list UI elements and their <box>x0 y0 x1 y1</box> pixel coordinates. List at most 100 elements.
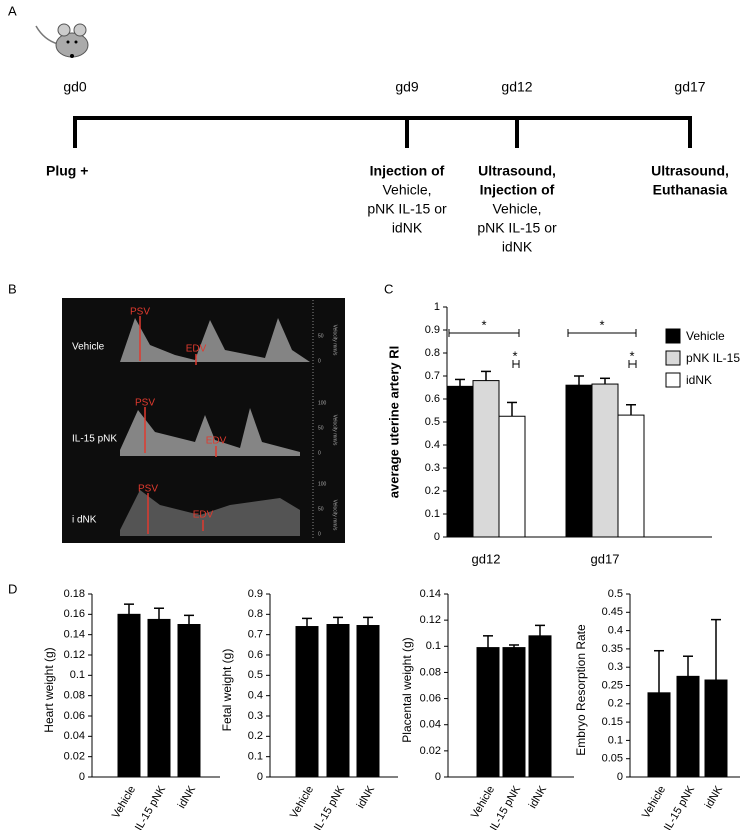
bar <box>704 679 728 778</box>
velocity-tick: 100 <box>318 481 327 487</box>
panel-label: D <box>8 581 17 596</box>
bar <box>676 675 700 778</box>
bar <box>647 692 671 778</box>
bar <box>498 415 526 538</box>
velocity-unit: Velocity mm/s <box>332 415 338 446</box>
psv-label: PSV <box>130 307 150 318</box>
y-tick-label: 0.6 <box>425 393 440 405</box>
y-tick-label: 0.1 <box>425 508 440 520</box>
y-tick-label: 0.02 <box>420 745 441 757</box>
velocity-tick: 0 <box>318 358 321 364</box>
velocity-unit: Velocity mm/s <box>332 325 338 356</box>
y-tick-label: 0.4 <box>425 439 440 451</box>
legend-label: Vehicle <box>686 329 725 343</box>
significance-label: * <box>629 348 634 363</box>
y-tick-label: 0.3 <box>608 661 623 673</box>
significance-label: * <box>512 348 517 363</box>
bar <box>295 626 319 778</box>
y-tick-label: 0.06 <box>64 710 85 722</box>
panel-label: C <box>384 281 393 296</box>
row-label: Vehicle <box>72 342 105 353</box>
bar <box>476 647 500 778</box>
legend-label: pNK IL-15 <box>686 351 740 365</box>
bar <box>502 647 526 778</box>
y-tick-label: 0.08 <box>64 690 85 702</box>
significance-label: * <box>599 317 604 332</box>
y-tick-label: 1 <box>434 301 440 313</box>
y-tick-label: 0.12 <box>64 649 85 661</box>
psv-label: PSV <box>138 484 158 495</box>
y-tick-label: 0.18 <box>64 588 85 600</box>
y-tick-label: 0.25 <box>602 679 623 691</box>
edv-label: EDV <box>193 510 214 521</box>
y-tick-label: 0.02 <box>64 751 85 763</box>
timeline-label: gd9 <box>395 79 419 95</box>
timeline-label: gd12 <box>501 79 532 95</box>
timeline-note: Vehicle, <box>382 182 431 198</box>
x-tick-label: Vehicle <box>640 784 668 821</box>
y-tick-label: 0.1 <box>608 734 623 746</box>
y-tick-label: 0.9 <box>425 324 440 336</box>
y-tick-label: 0.1 <box>426 640 441 652</box>
bar <box>528 635 552 778</box>
y-tick-label: 0.1 <box>248 751 263 763</box>
y-tick-label: 0.15 <box>602 716 623 728</box>
y-axis-title: Heart weight (g) <box>42 647 56 732</box>
velocity-tick: 0 <box>318 531 321 537</box>
y-axis-title: Fetal weight (g) <box>220 649 234 732</box>
timeline-note: pNK IL-15 or <box>477 220 557 236</box>
x-tick-label: idNK <box>703 783 726 810</box>
doppler-waveforms <box>120 318 310 536</box>
bar <box>446 385 474 538</box>
y-tick-label: 0.8 <box>425 347 440 359</box>
y-tick-label: 0.7 <box>425 370 440 382</box>
bar <box>356 625 380 778</box>
timeline-note: Ultrasound, <box>651 163 729 179</box>
x-tick-label: idNK <box>355 783 378 810</box>
timeline-note: Injection of <box>370 163 445 179</box>
bar <box>117 613 141 778</box>
y-tick-label: 0.08 <box>420 666 441 678</box>
y-tick-label: 0.4 <box>248 690 263 702</box>
timeline-label: gd0 <box>63 79 87 95</box>
x-tick-label: Vehicle <box>469 784 497 821</box>
row-label: i dNK <box>72 515 97 526</box>
legend-swatch <box>665 350 681 366</box>
timeline-note: idNK <box>502 239 533 255</box>
y-tick-label: 0.14 <box>64 629 85 641</box>
x-tick-label: IL-15 pNK <box>133 783 168 830</box>
mouse-icon <box>35 23 89 58</box>
timeline-note: Injection of <box>480 182 555 198</box>
y-tick-label: 0.5 <box>608 588 623 600</box>
y-tick-label: 0 <box>257 771 263 783</box>
y-tick-label: 0.05 <box>602 753 623 765</box>
y-tick-label: 0.7 <box>248 629 263 641</box>
y-tick-label: 0.2 <box>608 698 623 710</box>
velocity-tick: 50 <box>318 506 324 512</box>
x-tick-label: Vehicle <box>288 784 316 821</box>
velocity-tick: 100 <box>318 400 327 406</box>
y-tick-label: 0.35 <box>602 643 623 655</box>
timeline-note: idNK <box>392 220 423 236</box>
y-tick-label: 0.45 <box>602 606 623 618</box>
legend-swatch <box>665 372 681 388</box>
velocity-unit: Velocity mm/s <box>332 500 338 531</box>
bar <box>147 618 171 778</box>
edv-label: EDV <box>206 436 227 447</box>
y-tick-label: 0.14 <box>420 588 441 600</box>
panel-label: A <box>8 3 17 18</box>
bar <box>177 624 201 778</box>
timeline-label: gd17 <box>674 79 705 95</box>
y-tick-label: 0.2 <box>248 730 263 742</box>
y-axis-title: average uterine artery RI <box>386 346 401 498</box>
velocity-tick: 50 <box>318 425 324 431</box>
y-tick-label: 0.8 <box>248 608 263 620</box>
bar <box>472 380 500 538</box>
bar <box>565 384 593 538</box>
bar <box>591 383 619 538</box>
bar <box>617 414 645 538</box>
significance-label: * <box>481 317 486 332</box>
y-tick-label: 0.5 <box>248 669 263 681</box>
y-axis-title: Placental weight (g) <box>400 637 414 742</box>
